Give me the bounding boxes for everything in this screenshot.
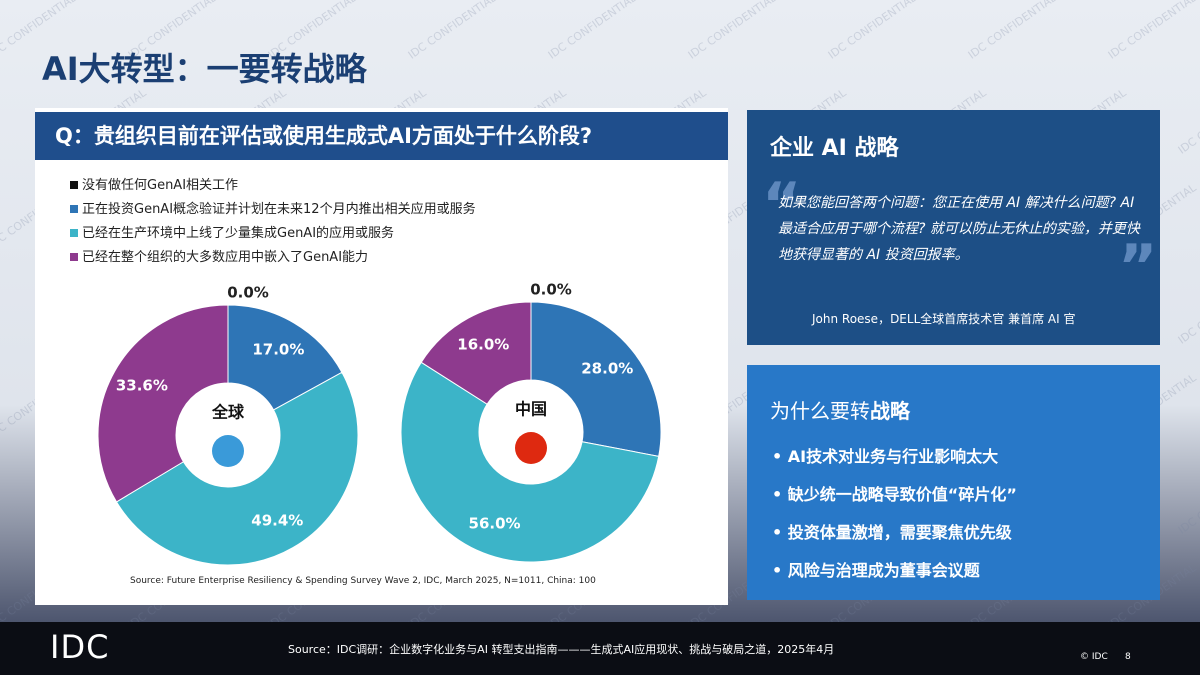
legend-label: 正在投资GenAI概念验证并计划在未来12个月内推出相关应用或服务	[82, 202, 476, 217]
data-label: 17.0%	[252, 340, 304, 358]
page-number: 8	[1125, 652, 1131, 662]
legend-label: 已经在生产环境中上线了少量集成GenAI的应用或服务	[82, 226, 395, 241]
quote: 如果您能回答两个问题：您正在使用 AI 解决什么问题? AI 最适合应用于哪个流…	[778, 195, 1140, 263]
heading-part: 为什么要转	[770, 399, 870, 423]
bullet: • AI技术对业务与行业影响太大	[772, 443, 998, 467]
bullet: • 缺少统一战略导致价值“碎片化”	[772, 481, 1017, 505]
bullet-text: AI技术对业务与行业影响太大	[787, 447, 999, 466]
bullet-dot: •	[772, 523, 788, 542]
logo: IDC	[50, 628, 110, 666]
strategy-panel	[747, 110, 1160, 345]
reasons-panel	[747, 365, 1160, 600]
center-label: 全球	[211, 403, 245, 422]
chart-source: Source: Future Enterprise Resiliency & S…	[130, 576, 596, 586]
bullet-text: 投资体量激增，需要聚焦优先级	[787, 523, 1012, 542]
flag-icon	[515, 432, 547, 464]
flag-icon	[212, 435, 244, 467]
legend-swatch	[70, 205, 78, 213]
data-label: 0.0%	[530, 281, 572, 299]
legend-item: 已经在生产环境中上线了少量集成GenAI的应用或服务	[70, 222, 394, 241]
copyright: © IDC	[1080, 652, 1108, 662]
attribution: John Roese，DELL全球首席技术官 兼首席 AI 官	[812, 312, 1076, 326]
panel-heading: 为什么要转战略	[770, 395, 910, 424]
panel-heading: 企业 AI 战略	[770, 136, 899, 161]
bullet: • 风险与治理成为董事会议题	[772, 557, 980, 581]
legend-swatch	[70, 181, 78, 189]
footer-source: Source：IDC调研：企业数字化业务与AI 转型支出指南———生成式AI应用…	[288, 643, 835, 656]
legend-swatch	[70, 253, 78, 261]
bullet-dot: •	[772, 447, 788, 466]
footer	[0, 622, 1200, 675]
question: Q：贵组织目前在评估或使用生成式AI方面处于什么阶段?	[35, 112, 728, 160]
bullet-text: 风险与治理成为董事会议题	[787, 561, 980, 580]
data-label: 0.0%	[227, 284, 269, 302]
bullet: • 投资体量激增，需要聚焦优先级	[772, 519, 1012, 543]
center-label: 中国	[515, 400, 547, 419]
data-label: 16.0%	[457, 336, 509, 354]
bullet-text: 缺少统一战略导致价值“碎片化”	[787, 485, 1017, 504]
legend-item: 没有做任何GenAI相关工作	[70, 174, 238, 193]
legend-item: 已经在整个组织的大多数应用中嵌入了GenAI能力	[70, 246, 368, 265]
quote-mark: ”	[1118, 232, 1158, 302]
data-label: 49.4%	[251, 511, 303, 529]
quote-mark: “	[762, 170, 802, 240]
slide-title: AI大转型：一要转战略	[42, 50, 367, 88]
heading-part: 战略	[870, 399, 910, 423]
data-label: 33.6%	[116, 377, 168, 395]
legend-label: 没有做任何GenAI相关工作	[82, 178, 239, 193]
legend-swatch	[70, 229, 78, 237]
bullet-dot: •	[772, 485, 788, 504]
legend-label: 已经在整个组织的大多数应用中嵌入了GenAI能力	[82, 250, 369, 265]
data-label: 56.0%	[469, 515, 521, 533]
bullet-dot: •	[772, 561, 788, 580]
legend-item: 正在投资GenAI概念验证并计划在未来12个月内推出相关应用或服务	[70, 198, 476, 217]
data-label: 28.0%	[581, 359, 633, 377]
